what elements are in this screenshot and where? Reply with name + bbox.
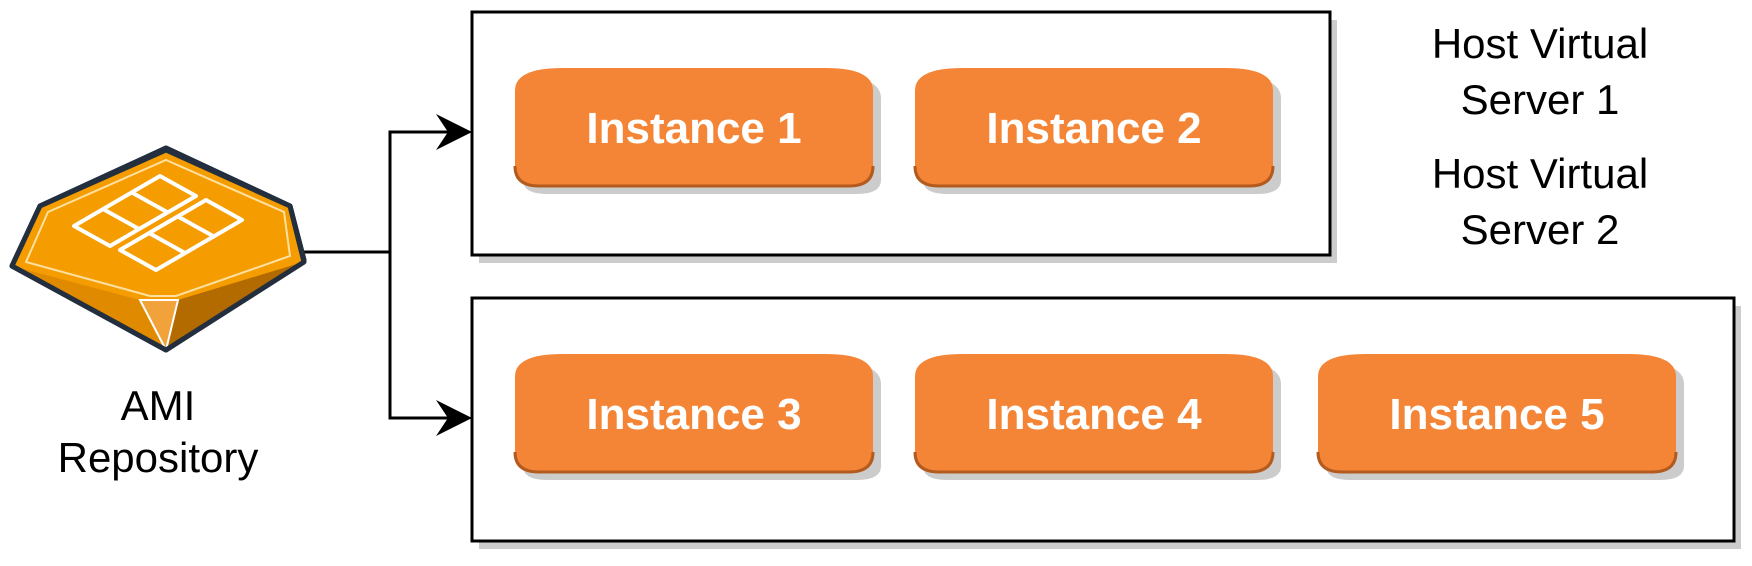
instance-node: Instance 2: [913, 68, 1281, 194]
instance-body: [1318, 354, 1676, 472]
instance-label: Instance 3: [586, 390, 801, 439]
labels: AMI Repository Host Virtual Server 1 Hos…: [58, 20, 1649, 481]
instance-rim: [513, 165, 875, 188]
instance-body: [915, 68, 1273, 186]
instance-node: Instance 1: [513, 68, 881, 194]
instance-node: Instance 5: [1316, 354, 1684, 480]
instance-node: Instance 4: [913, 354, 1281, 480]
instance-body: [515, 354, 873, 472]
instance-rim: [513, 451, 875, 474]
instance-label: Instance 4: [986, 390, 1202, 439]
ami-label-line2: Repository: [58, 434, 259, 481]
instance-body: [915, 354, 1273, 472]
instance-rim: [913, 451, 1275, 474]
instance-label: Instance 2: [986, 104, 1201, 153]
connector-to-host-1: [303, 114, 472, 254]
instance-rim: [1316, 451, 1678, 474]
instance-label: Instance 5: [1389, 390, 1604, 439]
ami-repository-icon: [9, 145, 307, 353]
host-1-label-line2: Server 1: [1461, 76, 1620, 123]
host-2-label-line2: Server 2: [1461, 206, 1620, 253]
instance-rim: [913, 165, 1275, 188]
instance-label: Instance 1: [586, 104, 801, 153]
connectors: [303, 114, 472, 436]
instances-layer: Instance 1 Instance 2 Instance 3 Instance 4…: [513, 68, 1684, 480]
connector-to-host-2: [388, 252, 472, 436]
host-2-label-line1: Host Virtual: [1432, 150, 1648, 197]
instance-node: Instance 3: [513, 354, 881, 480]
ami-label-line1: AMI: [121, 382, 196, 429]
instance-body: [515, 68, 873, 186]
host-1-label-line1: Host Virtual: [1432, 20, 1648, 67]
